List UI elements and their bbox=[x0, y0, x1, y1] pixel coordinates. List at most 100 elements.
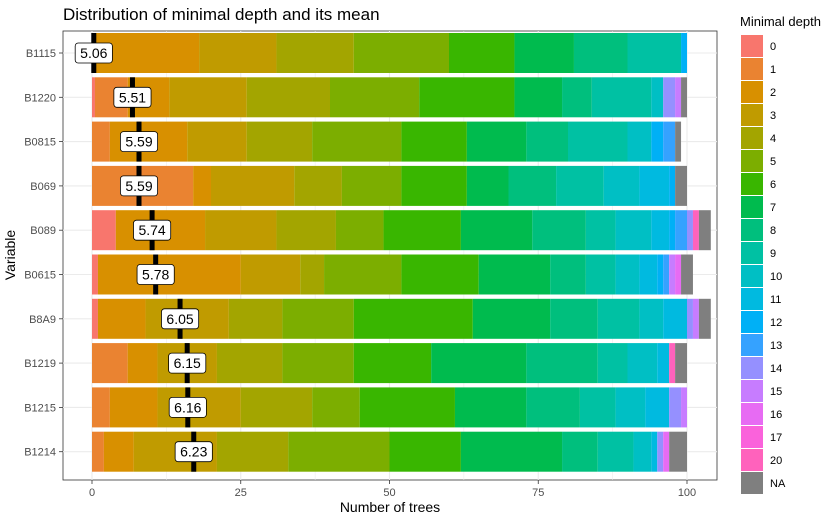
legend-swatch-20 bbox=[741, 449, 763, 471]
bar-segment-B1219-depth-6 bbox=[353, 343, 432, 384]
bar-segment-B089-depth-6 bbox=[383, 210, 461, 251]
bar-segment-B1215-depth-2 bbox=[109, 387, 158, 428]
bar-segment-B1115-depth-5 bbox=[353, 33, 449, 73]
x-tick-label-0: 0 bbox=[89, 487, 95, 499]
bar-segment-B069-depth-8 bbox=[508, 165, 557, 206]
legend-label-14: 14 bbox=[770, 363, 782, 375]
mean-label-box-B1220 bbox=[113, 86, 152, 108]
bar-segment-B1115-depth-9 bbox=[627, 33, 682, 73]
bar-segment-B089-depth-7 bbox=[460, 210, 533, 251]
legend-label-9: 9 bbox=[770, 248, 776, 260]
x-tick-label-100: 100 bbox=[678, 487, 696, 499]
bar-segment-B069-depth-6 bbox=[401, 165, 467, 206]
bar-segment-B1219-depth-11 bbox=[657, 343, 670, 384]
bar-segment-B0815-depth-1 bbox=[92, 121, 110, 162]
x-axis-ticks: 0 25 50 75 100 bbox=[89, 480, 696, 499]
mean-label-B069: 5.59 bbox=[125, 178, 152, 194]
mean-label-box-B1219 bbox=[168, 352, 207, 374]
bar-segment-B1214-depth-11 bbox=[651, 431, 658, 472]
bar-segment-B1215-depth-7 bbox=[454, 387, 527, 428]
legend-title: Minimal depth bbox=[740, 14, 821, 29]
legend-label-6: 6 bbox=[770, 179, 776, 191]
bar-segment-B1220-depth-6 bbox=[419, 77, 515, 118]
bar-segment-B1214-depth-1 bbox=[92, 431, 104, 472]
bar-segment-B1214-depth-16 bbox=[663, 431, 670, 472]
bar-segment-B8A9-depth-15 bbox=[692, 298, 699, 339]
bar-segment-B0815-depth-7 bbox=[466, 121, 527, 162]
legend-swatch-NA bbox=[741, 472, 763, 494]
bar-segment-B1115-depth-4 bbox=[276, 33, 354, 73]
legend-label-16: 16 bbox=[770, 409, 782, 421]
y-tick-label-B1215: B1215 bbox=[24, 402, 56, 414]
bar-segment-B1214-depth-NA bbox=[669, 431, 687, 472]
legend-label-8: 8 bbox=[770, 225, 776, 237]
legend-swatch-2 bbox=[741, 81, 763, 103]
bar-segment-B0615-depth-10 bbox=[615, 254, 640, 295]
bar-segment-B1219-depth-8 bbox=[526, 343, 598, 384]
legend-swatch-3 bbox=[741, 104, 763, 126]
bar-segment-B089-depth-NA bbox=[698, 210, 711, 251]
bar-segment-B0615-depth-15 bbox=[669, 254, 676, 295]
legend-swatch-6 bbox=[741, 173, 763, 195]
mean-label-B8A9: 6.05 bbox=[166, 311, 193, 327]
bar-segment-B1214-depth-4 bbox=[216, 431, 289, 472]
mean-label-box-B1115 bbox=[74, 42, 113, 64]
mean-label-box-B0815 bbox=[120, 131, 159, 153]
mean-label-B1115: 5.06 bbox=[80, 45, 107, 61]
bar-segment-B1220-depth-0 bbox=[92, 77, 95, 118]
bar-segment-B1220-depth-3 bbox=[169, 77, 247, 118]
mean-label-B0615: 5.78 bbox=[142, 267, 169, 283]
mean-label-B1215: 6.16 bbox=[174, 399, 201, 415]
legend-swatch-9 bbox=[741, 242, 763, 264]
bar-segment-B1220-depth-14 bbox=[663, 77, 676, 118]
bar-segment-B069-depth-7 bbox=[466, 165, 509, 206]
bar-segment-B069-depth-10 bbox=[603, 165, 640, 206]
bar-segment-B0615-depth-NA bbox=[681, 254, 693, 295]
bar-segment-B0615-depth-12 bbox=[657, 254, 664, 295]
legend-label-4: 4 bbox=[770, 133, 776, 145]
bar-segment-B089-depth-5 bbox=[335, 210, 384, 251]
mean-markers: 5.06 5.51 5.59 5.59 5.74 5.78 6.05 6.15 6.16 6.23 bbox=[74, 33, 213, 472]
bar-segment-B1220-depth-9 bbox=[591, 77, 652, 118]
bar-segment-B069-depth-9 bbox=[556, 165, 604, 206]
x-tick-label-75: 75 bbox=[532, 487, 544, 499]
legend-swatch-7 bbox=[741, 196, 763, 218]
mean-label-box-B1214 bbox=[174, 441, 213, 463]
x-tick-label-50: 50 bbox=[383, 487, 395, 499]
legend-label-7: 7 bbox=[770, 202, 776, 214]
legend-label-NA: NA bbox=[770, 478, 786, 490]
legend-swatch-1 bbox=[741, 58, 763, 80]
bar-segment-B089-depth-3 bbox=[205, 210, 277, 251]
mean-label-B089: 5.74 bbox=[138, 222, 165, 238]
bar-segment-B1215-depth-9 bbox=[579, 387, 616, 428]
mean-label-box-B8A9 bbox=[161, 308, 200, 330]
bar-segment-B8A9-depth-9 bbox=[597, 298, 640, 339]
bar-segment-B1215-depth-1 bbox=[92, 387, 110, 428]
bar-segment-B8A9-depth-0 bbox=[92, 298, 98, 339]
mean-label-box-B0615 bbox=[136, 264, 175, 285]
legend-label-1: 1 bbox=[770, 64, 776, 76]
bar-segment-B0615-depth-11 bbox=[639, 254, 658, 295]
bar-segment-B1215-depth-11 bbox=[645, 387, 670, 428]
bar-segment-B0815-depth-5 bbox=[312, 121, 402, 162]
bar-segment-B1215-depth-8 bbox=[526, 387, 580, 428]
mean-label-B1219: 6.15 bbox=[174, 355, 201, 371]
bar-segment-B089-depth-9 bbox=[585, 210, 616, 251]
bar-segment-B1215-depth-6 bbox=[359, 387, 455, 428]
legend-label-11: 11 bbox=[770, 294, 781, 306]
chart-title: Distribution of minimal depth and its me… bbox=[63, 5, 380, 24]
bar-segment-B1115-depth-8 bbox=[573, 33, 628, 73]
bar-segment-B1219-depth-1 bbox=[92, 343, 128, 384]
bar-segment-B1215-depth-15 bbox=[681, 387, 687, 428]
bar-segment-B1219-depth-20 bbox=[669, 343, 676, 384]
bar-segment-B1214-depth-8 bbox=[562, 431, 598, 472]
bar-segment-B1214-depth-2 bbox=[103, 431, 134, 472]
bar-segment-B069-depth-2 bbox=[193, 165, 211, 206]
bar-segment-B1214-depth-10 bbox=[633, 431, 652, 472]
bar-segment-B1215-depth-5 bbox=[312, 387, 360, 428]
y-tick-label-B0815: B0815 bbox=[24, 137, 56, 149]
legend-label-13: 13 bbox=[770, 340, 782, 352]
legend-label-12: 12 bbox=[770, 317, 782, 329]
y-axis-ticks: B1115 B1220 B0815 B069 B089 B0615 B8A9 B1219 B12… bbox=[24, 48, 63, 459]
bar-segment-B089-depth-13 bbox=[675, 210, 687, 251]
